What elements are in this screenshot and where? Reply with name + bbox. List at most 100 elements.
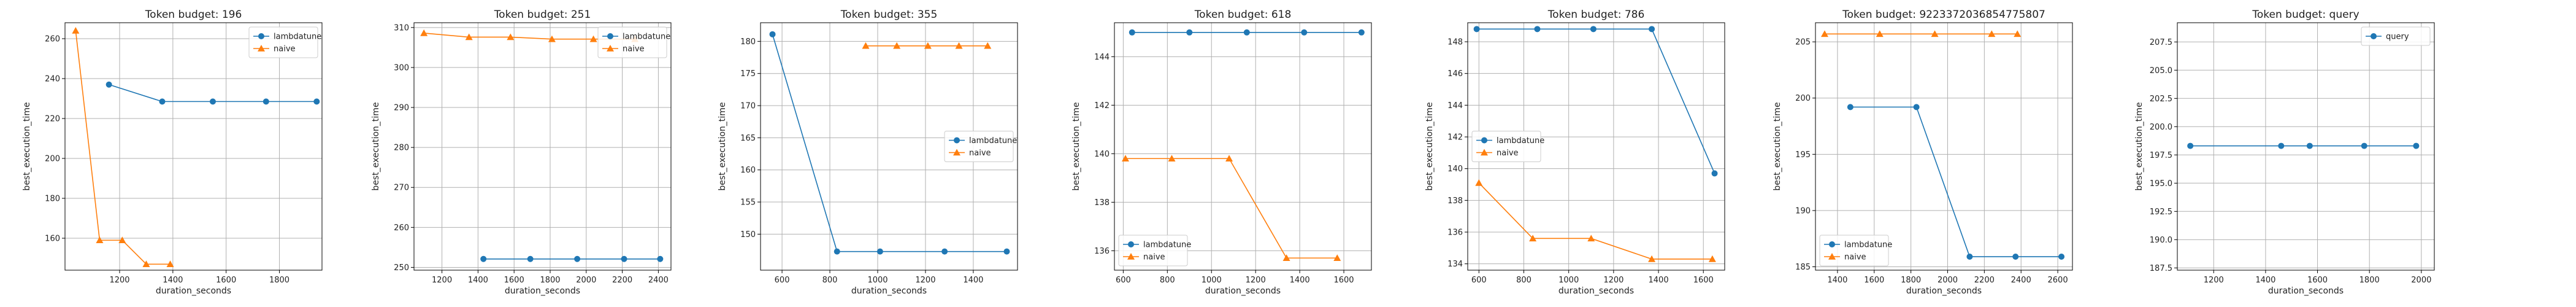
- data-point-query: [2413, 142, 2420, 149]
- chart-title: Token budget: 251: [494, 9, 591, 21]
- legend-box: [248, 26, 318, 58]
- y-tick-label: 148: [1447, 38, 1463, 47]
- data-point-naive: [72, 27, 80, 34]
- y-tick-label: 175: [740, 69, 756, 79]
- data-point-query: [2361, 142, 2367, 149]
- y-tick-label: 160: [45, 235, 60, 244]
- y-tick-label: 146: [1447, 69, 1463, 79]
- y-tick-label: 202.5: [2150, 95, 2172, 104]
- data-point-naive: [1587, 235, 1595, 242]
- data-point-lambdatune: [527, 255, 534, 262]
- x-tick-label: 600: [1471, 276, 1487, 285]
- x-tick-label: 600: [1116, 276, 1131, 285]
- data-point-lambdatune: [1534, 26, 1541, 33]
- y-tick-label: 200: [1795, 94, 1811, 103]
- y-tick-label: 136: [1094, 247, 1110, 256]
- data-point-naive: [1333, 254, 1341, 262]
- data-point-lambdatune: [1358, 29, 1365, 36]
- subplot-1: 1200 1400 1600 1800 160 180 200 220 240 260 Token …: [22, 9, 323, 296]
- x-axis-label: duration_seconds: [1205, 286, 1281, 296]
- data-point-lambdatune: [2058, 254, 2065, 260]
- x-axis-label: duration_seconds: [2268, 286, 2344, 296]
- x-tick-label: 1200: [915, 276, 935, 285]
- x-tick-label: 1600: [1333, 276, 1354, 285]
- x-tick-label: 1400: [2255, 276, 2275, 285]
- x-tick-label: 2000: [1938, 276, 1958, 285]
- legend-label-lambdatune: lambdatune: [969, 136, 1017, 146]
- data-point-naive: [465, 33, 473, 41]
- y-tick-label: 260: [394, 223, 409, 233]
- data-point-query: [2306, 142, 2313, 149]
- legend-marker-lambdatune: [954, 137, 960, 144]
- legend: lambdatune naive: [248, 26, 321, 58]
- data-point-naive: [118, 236, 126, 244]
- x-tick-label: 2200: [1974, 276, 1995, 285]
- legend-label-lambdatune: lambdatune: [1143, 241, 1191, 250]
- y-tick-label: 190: [1795, 206, 1811, 216]
- data-point-lambdatune: [209, 98, 216, 105]
- x-tick-label: 2600: [2048, 276, 2068, 285]
- data-point-naive: [166, 260, 174, 268]
- y-tick-label: 138: [1447, 196, 1463, 206]
- x-tick-label: 2000: [576, 276, 596, 285]
- plot-frame: [760, 22, 1018, 271]
- y-tick-label: 165: [740, 134, 756, 143]
- y-tick-label: 180: [45, 195, 60, 204]
- x-tick-label: 1000: [1558, 276, 1579, 285]
- data-point-naive: [862, 42, 870, 49]
- legend: query: [2361, 26, 2431, 46]
- data-point-naive: [1475, 179, 1483, 186]
- x-tick-label: 1400: [1649, 276, 1669, 285]
- y-axis-label: best_execution_time: [371, 102, 381, 190]
- data-point-naive: [955, 42, 963, 49]
- y-axis-label: best_execution_time: [1071, 102, 1081, 190]
- subplot-3: 600 800 1000 1200 1400 150 155 160 165 170 175 180 T…: [718, 9, 1018, 296]
- y-tick-label: 300: [394, 63, 409, 72]
- x-tick-label: 2000: [2411, 276, 2431, 285]
- y-tick-label: 142: [1094, 101, 1110, 111]
- y-axis-label: best_execution_time: [1773, 102, 1782, 190]
- y-axis-label: best_execution_time: [1425, 102, 1435, 190]
- x-axis-label: duration_seconds: [1558, 286, 1634, 296]
- data-point-lambdatune: [876, 248, 883, 255]
- y-tick-label: 270: [394, 184, 409, 193]
- x-tick-label: 1600: [1693, 276, 1714, 285]
- x-tick-label: 1800: [269, 276, 289, 285]
- x-tick-label: 2400: [2011, 276, 2031, 285]
- x-axis-label: duration_seconds: [1906, 286, 1982, 296]
- x-tick-label: 1800: [2359, 276, 2380, 285]
- legend-label-lambdatune: lambdatune: [623, 33, 670, 42]
- data-point-naive: [1876, 30, 1884, 37]
- y-tick-label: 190.0: [2150, 236, 2172, 245]
- data-point-lambdatune: [313, 98, 320, 105]
- x-tick-label: 1200: [1603, 276, 1623, 285]
- x-tick-label: 1200: [432, 276, 452, 285]
- y-tick-label: 160: [740, 166, 756, 175]
- data-point-naive: [1529, 235, 1537, 242]
- data-point-naive: [1988, 30, 1996, 37]
- y-tick-label: 195.0: [2150, 179, 2172, 188]
- plot-frame: [1114, 22, 1372, 271]
- chart-title: Token budget: query: [2252, 9, 2359, 21]
- subplot-2: 1200 1400 1600 1800 2000 2200 2400 250 260 270 280…: [371, 9, 672, 296]
- y-tick-label: 142: [1447, 133, 1463, 142]
- data-point-lambdatune: [834, 248, 840, 255]
- data-point-naive: [1168, 155, 1176, 162]
- data-point-lambdatune: [1966, 254, 1973, 260]
- legend-marker-naive: [607, 45, 614, 52]
- data-point-naive: [96, 236, 104, 244]
- x-tick-label: 1600: [1864, 276, 1884, 285]
- legend-label-naive: naive: [1844, 253, 1866, 262]
- legend-box: [1118, 235, 1188, 266]
- legend-marker-lambdatune: [258, 33, 264, 39]
- series-line-naive: [1478, 182, 1712, 260]
- data-point-lambdatune: [263, 98, 269, 105]
- legend-marker-lambdatune: [1481, 137, 1487, 144]
- legend-marker-naive: [258, 45, 265, 52]
- legend: lambdatune naive: [1471, 131, 1544, 162]
- legend-label-lambdatune: lambdatune: [1497, 136, 1544, 146]
- x-axis-label: duration_seconds: [156, 286, 231, 296]
- data-point-naive: [1648, 255, 1656, 262]
- x-tick-label: 1400: [468, 276, 488, 285]
